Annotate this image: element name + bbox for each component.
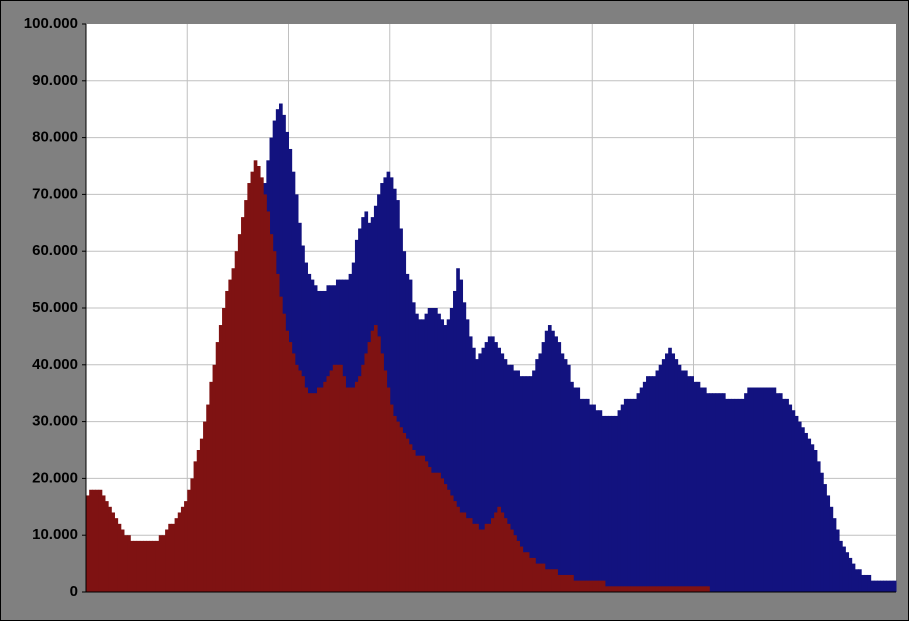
y-tick-label: 100.000 — [24, 15, 78, 32]
y-tick-label: 80.000 — [32, 129, 78, 146]
y-tick-label: 70.000 — [32, 185, 78, 202]
y-tick-label: 10.000 — [32, 526, 78, 543]
chart-histogram: 0 10.000 20.000 30.000 40.000 50.000 60.000 70.… — [0, 0, 909, 621]
y-tick-label: 60.000 — [32, 242, 78, 259]
y-tick-label: 20.000 — [32, 469, 78, 486]
y-tick-label: 30.000 — [32, 413, 78, 430]
chart-svg: 0 10.000 20.000 30.000 40.000 50.000 60.000 70.… — [0, 0, 909, 621]
y-tick-label: 90.000 — [32, 72, 78, 89]
y-tick-label: 40.000 — [32, 356, 78, 373]
y-tick-label: 50.000 — [32, 299, 78, 316]
y-tick-label: 0 — [70, 583, 78, 600]
